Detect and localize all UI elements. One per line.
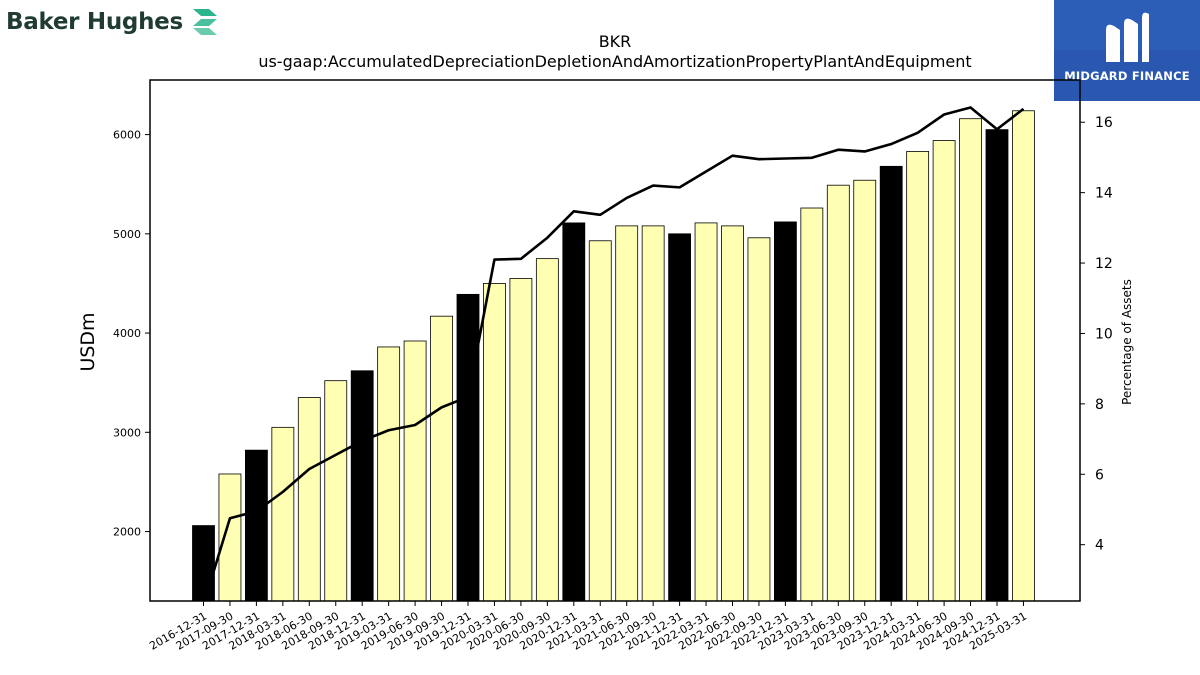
series-line	[203, 106, 1025, 601]
bar	[377, 346, 401, 602]
bar	[879, 165, 903, 602]
bar	[959, 118, 982, 602]
bar	[297, 397, 321, 602]
bar	[588, 240, 612, 602]
midgard-finance-logo: MIDGARD FINANCE	[1054, 0, 1200, 101]
bar	[271, 426, 295, 602]
bar	[721, 225, 744, 602]
bar	[324, 380, 348, 602]
chart-title: BKR	[598, 32, 632, 51]
y-tick-label: 2000	[113, 526, 141, 539]
y2-tick-label: 14	[1095, 186, 1113, 202]
y2-tick-label: 16	[1095, 115, 1113, 131]
y2-tick-label: 12	[1095, 256, 1113, 272]
bar	[747, 237, 771, 602]
baker-hughes-wordmark: Baker Hughes	[6, 9, 183, 35]
y2-tick-label: 8	[1095, 397, 1104, 413]
bar	[641, 225, 665, 602]
bar	[483, 283, 506, 602]
y-tick-label: 5000	[113, 228, 141, 241]
midgard-finance-brand: MIDGARD FINANCE	[1064, 69, 1190, 83]
bar	[985, 129, 1009, 602]
bar	[694, 222, 718, 602]
bar	[218, 473, 242, 602]
bar	[800, 207, 824, 602]
plot-frame	[149, 79, 1081, 602]
y-tick-label: 4000	[113, 327, 141, 340]
bar	[668, 233, 691, 602]
bar	[826, 184, 850, 602]
bar	[853, 179, 877, 602]
bar	[244, 449, 268, 602]
y2-tick-label: 10	[1095, 326, 1113, 342]
bar	[350, 370, 374, 602]
bar	[906, 151, 930, 602]
bar	[562, 222, 586, 602]
y2-tick-label: 4	[1095, 538, 1104, 554]
y2-tick-label: 6	[1095, 467, 1104, 483]
bar	[509, 278, 533, 602]
baker-hughes-chevron-icon	[192, 9, 217, 35]
chart-subtitle: us-gaap:AccumulatedDepreciationDepletion…	[258, 52, 972, 71]
bar	[192, 525, 215, 602]
bar	[403, 340, 427, 602]
y-tick-label: 6000	[113, 129, 141, 142]
bar	[535, 258, 559, 602]
bar	[1012, 110, 1035, 602]
baker-hughes-logo: Baker Hughes	[6, 2, 221, 42]
y-tick-label: 3000	[113, 426, 141, 439]
bar	[430, 315, 453, 602]
bar	[456, 293, 480, 602]
midgard-m-icon	[1054, 0, 1200, 101]
bar	[615, 225, 639, 602]
bar	[932, 140, 956, 602]
bar	[774, 221, 797, 602]
